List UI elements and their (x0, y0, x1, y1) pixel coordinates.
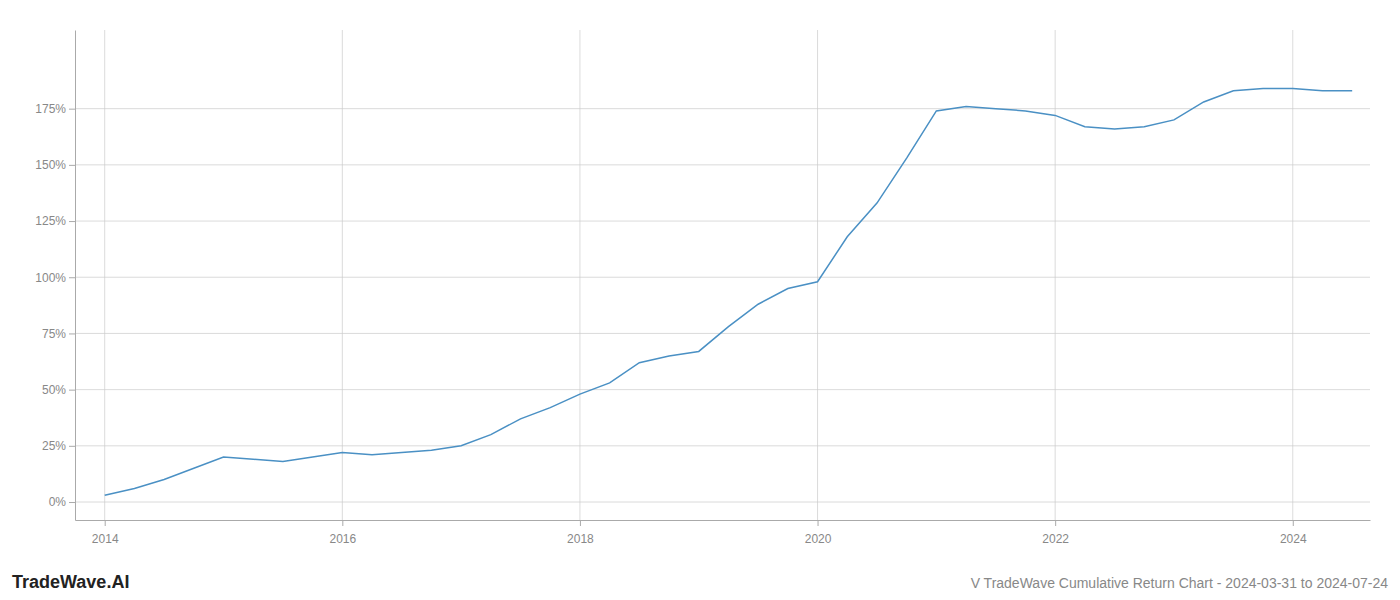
y-tick-label: 75% (42, 327, 66, 341)
grid-line-y (75, 108, 1370, 109)
x-axis-line (76, 520, 1371, 521)
watermark: TradeWave.AI (12, 572, 129, 592)
y-tick-label: 175% (35, 102, 66, 116)
grid-line-y (75, 277, 1370, 278)
x-tick-mark (818, 520, 819, 526)
x-tick: 2014 (92, 520, 119, 546)
grid-line-y (75, 502, 1370, 503)
y-tick-mark (69, 165, 75, 166)
grid-line-y (75, 389, 1370, 390)
grid-line-x (104, 30, 105, 520)
plot: 2014 2016 2018 2020 2022 2024 0% 25% 50% 75% 100% 1… (35, 30, 1370, 546)
y-tick-mark (69, 109, 75, 110)
x-tick: 2024 (1280, 520, 1307, 546)
y-axis-line (75, 31, 76, 521)
grid-line-x (342, 30, 343, 520)
grid-line-x (817, 30, 818, 520)
x-tick: 2018 (567, 520, 594, 546)
y-tick-label: 150% (35, 158, 66, 172)
x-tick-label: 2014 (92, 532, 119, 546)
y-tick-mark (69, 333, 75, 334)
grid-line-y (75, 164, 1370, 165)
x-tick: 2022 (1042, 520, 1069, 546)
y-tick: 25% (42, 439, 75, 453)
x-tick-label: 2020 (805, 532, 832, 546)
line-layer (105, 88, 1352, 495)
y-tick: 125% (35, 214, 75, 228)
x-tick-mark (342, 520, 343, 526)
grid-line-y (75, 333, 1370, 334)
grid-line-x (1292, 30, 1293, 520)
x-tick-label: 2022 (1042, 532, 1069, 546)
y-tick-label: 0% (49, 495, 67, 509)
grid-line-y (75, 445, 1370, 446)
grid-line-x (1055, 30, 1056, 520)
grid-line-y (75, 221, 1370, 222)
y-tick: 150% (35, 158, 75, 172)
line (105, 88, 1352, 495)
y-tick: 100% (35, 271, 75, 285)
grid-line-x (579, 30, 580, 520)
x-tick-label: 2016 (329, 532, 356, 546)
grid (75, 30, 1370, 520)
y-tick-mark (69, 502, 75, 503)
x-tick-label: 2018 (567, 532, 594, 546)
x-tick-label: 2024 (1280, 532, 1307, 546)
y-tick-mark (69, 221, 75, 222)
y-tick-label: 100% (35, 271, 66, 285)
y-tick-mark (69, 446, 75, 447)
y-axis: 0% 25% 50% 75% 100% 125% 150% 175% (35, 31, 75, 521)
x-tick: 2020 (805, 520, 832, 546)
x-tick-mark (580, 520, 581, 526)
title: V TradeWave Cumulative Return Chart - 20… (971, 575, 1389, 591)
x-tick-mark (105, 520, 106, 526)
y-tick-label: 125% (35, 214, 66, 228)
chart: 2014 2016 2018 2020 2022 2024 0% 25% 50% 75% 100% 1… (0, 0, 1400, 600)
x-tick-mark (1055, 520, 1056, 526)
y-tick: 175% (35, 102, 75, 116)
x-tick: 2016 (329, 520, 356, 546)
y-tick-label: 25% (42, 439, 66, 453)
x-tick-mark (1293, 520, 1294, 526)
x-axis: 2014 2016 2018 2020 2022 2024 (76, 520, 1371, 546)
y-tick: 0% (49, 495, 75, 509)
y-tick: 75% (42, 327, 75, 341)
y-tick: 50% (42, 383, 75, 397)
y-tick-mark (69, 277, 75, 278)
y-tick-mark (69, 390, 75, 391)
y-tick-label: 50% (42, 383, 66, 397)
